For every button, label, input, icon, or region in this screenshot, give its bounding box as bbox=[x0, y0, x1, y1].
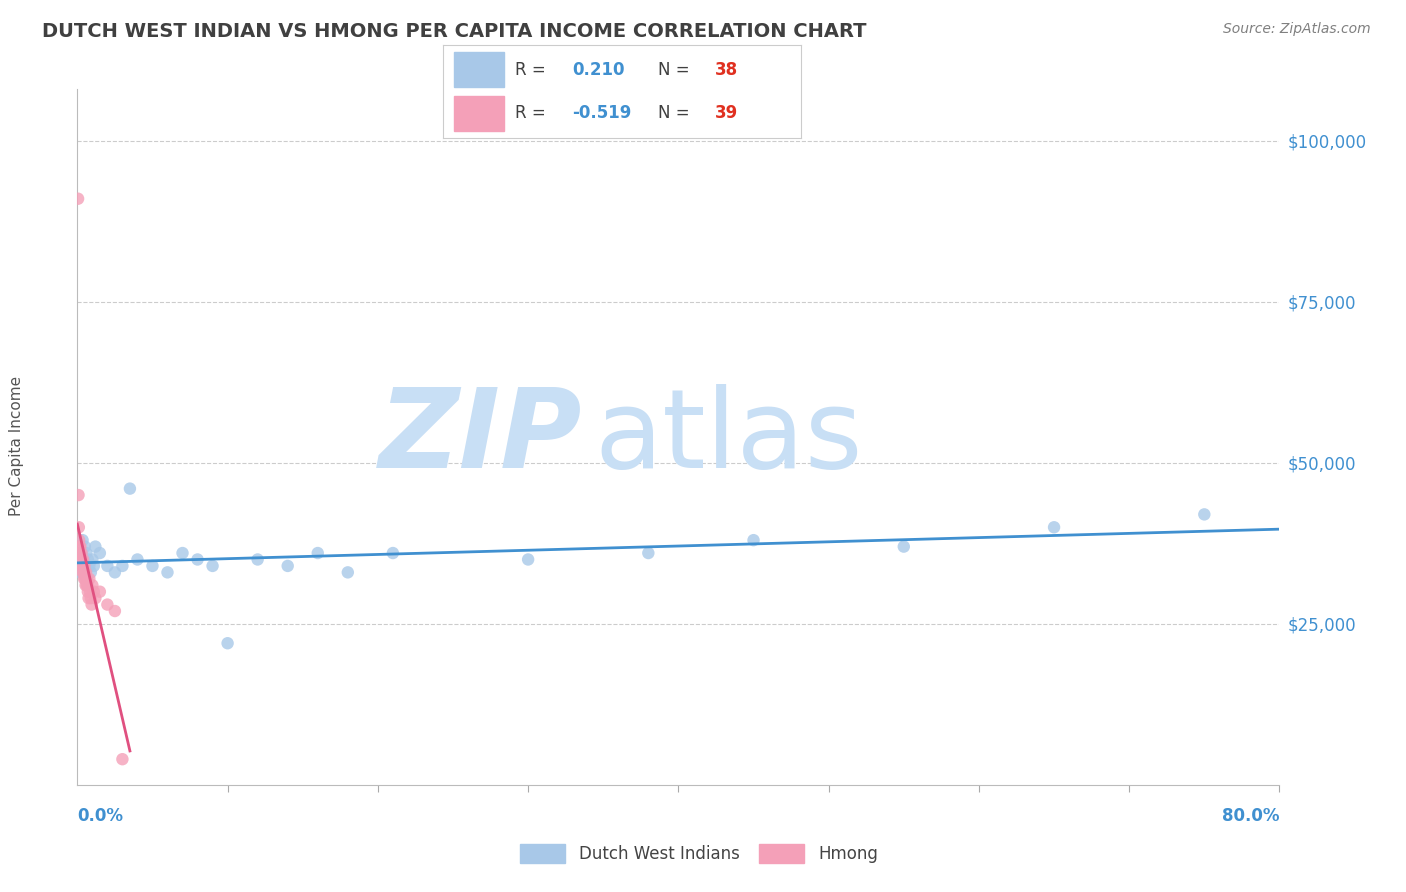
Point bbox=[637, 546, 659, 560]
Point bbox=[69, 540, 91, 554]
Point bbox=[67, 192, 90, 206]
Text: Hmong: Hmong bbox=[818, 845, 879, 863]
Point bbox=[517, 552, 540, 566]
Point bbox=[75, 578, 97, 592]
Point bbox=[72, 533, 94, 548]
Point bbox=[70, 546, 93, 560]
Point bbox=[73, 572, 96, 586]
Point bbox=[84, 591, 107, 606]
Text: 38: 38 bbox=[716, 61, 738, 78]
Point bbox=[84, 540, 107, 554]
Text: DUTCH WEST INDIAN VS HMONG PER CAPITA INCOME CORRELATION CHART: DUTCH WEST INDIAN VS HMONG PER CAPITA IN… bbox=[42, 22, 866, 41]
Text: -0.519: -0.519 bbox=[572, 104, 631, 122]
Point bbox=[69, 546, 91, 560]
Point bbox=[82, 578, 104, 592]
Point bbox=[104, 566, 127, 580]
Point bbox=[67, 533, 90, 548]
Point bbox=[82, 552, 104, 566]
Point bbox=[76, 584, 98, 599]
Point bbox=[1194, 508, 1216, 522]
Point bbox=[77, 591, 100, 606]
Point bbox=[72, 558, 94, 573]
Point bbox=[69, 540, 91, 554]
Text: R =: R = bbox=[515, 61, 551, 78]
Point bbox=[742, 533, 765, 548]
Point bbox=[76, 578, 98, 592]
Point bbox=[79, 572, 101, 586]
Point bbox=[893, 540, 915, 554]
Point bbox=[67, 488, 90, 502]
Point bbox=[72, 552, 94, 566]
Point bbox=[70, 558, 93, 573]
Point bbox=[70, 558, 93, 573]
Point bbox=[80, 591, 103, 606]
Point bbox=[79, 558, 101, 573]
Point bbox=[217, 636, 239, 650]
Point bbox=[73, 558, 96, 573]
Point bbox=[83, 558, 105, 573]
Point bbox=[127, 552, 149, 566]
Point bbox=[172, 546, 194, 560]
Point bbox=[307, 546, 329, 560]
Point bbox=[83, 584, 105, 599]
Point bbox=[118, 482, 141, 496]
Point bbox=[89, 584, 111, 599]
Text: Per Capita Income: Per Capita Income bbox=[10, 376, 24, 516]
Point bbox=[76, 578, 98, 592]
Point bbox=[104, 604, 127, 618]
Point bbox=[75, 566, 97, 580]
Text: Source: ZipAtlas.com: Source: ZipAtlas.com bbox=[1223, 22, 1371, 37]
Text: N =: N = bbox=[658, 61, 695, 78]
Bar bbox=[454, 52, 503, 87]
Point bbox=[277, 558, 299, 573]
Point bbox=[381, 546, 404, 560]
Text: R =: R = bbox=[515, 104, 551, 122]
Point bbox=[72, 566, 94, 580]
Point bbox=[186, 552, 209, 566]
Point bbox=[246, 552, 269, 566]
Point bbox=[70, 552, 93, 566]
Point bbox=[67, 520, 90, 534]
Text: Dutch West Indians: Dutch West Indians bbox=[579, 845, 740, 863]
Point bbox=[96, 558, 118, 573]
Text: N =: N = bbox=[658, 104, 695, 122]
Point bbox=[72, 552, 94, 566]
Point bbox=[73, 566, 96, 580]
Text: 0.210: 0.210 bbox=[572, 61, 624, 78]
Point bbox=[141, 558, 163, 573]
Point bbox=[1043, 520, 1066, 534]
Point bbox=[96, 598, 118, 612]
Point bbox=[80, 566, 103, 580]
Text: atlas: atlas bbox=[595, 384, 863, 491]
Point bbox=[75, 572, 97, 586]
Text: 80.0%: 80.0% bbox=[1222, 807, 1279, 825]
Text: 0.0%: 0.0% bbox=[77, 807, 124, 825]
Point bbox=[75, 558, 97, 573]
Text: ZIP: ZIP bbox=[378, 384, 582, 491]
Point bbox=[72, 566, 94, 580]
Point bbox=[70, 552, 93, 566]
Point bbox=[201, 558, 224, 573]
Point bbox=[75, 572, 97, 586]
Bar bbox=[454, 96, 503, 131]
Text: 39: 39 bbox=[716, 104, 738, 122]
Point bbox=[79, 584, 101, 599]
Point bbox=[70, 546, 93, 560]
Point bbox=[69, 566, 91, 580]
Point bbox=[89, 546, 111, 560]
Point bbox=[69, 558, 91, 573]
Point bbox=[76, 572, 98, 586]
Point bbox=[69, 552, 91, 566]
Point bbox=[80, 598, 103, 612]
Point bbox=[336, 566, 359, 580]
Point bbox=[75, 546, 97, 560]
Point bbox=[73, 540, 96, 554]
Point bbox=[76, 552, 98, 566]
Point bbox=[111, 752, 134, 766]
Point bbox=[156, 566, 179, 580]
Point bbox=[111, 558, 134, 573]
